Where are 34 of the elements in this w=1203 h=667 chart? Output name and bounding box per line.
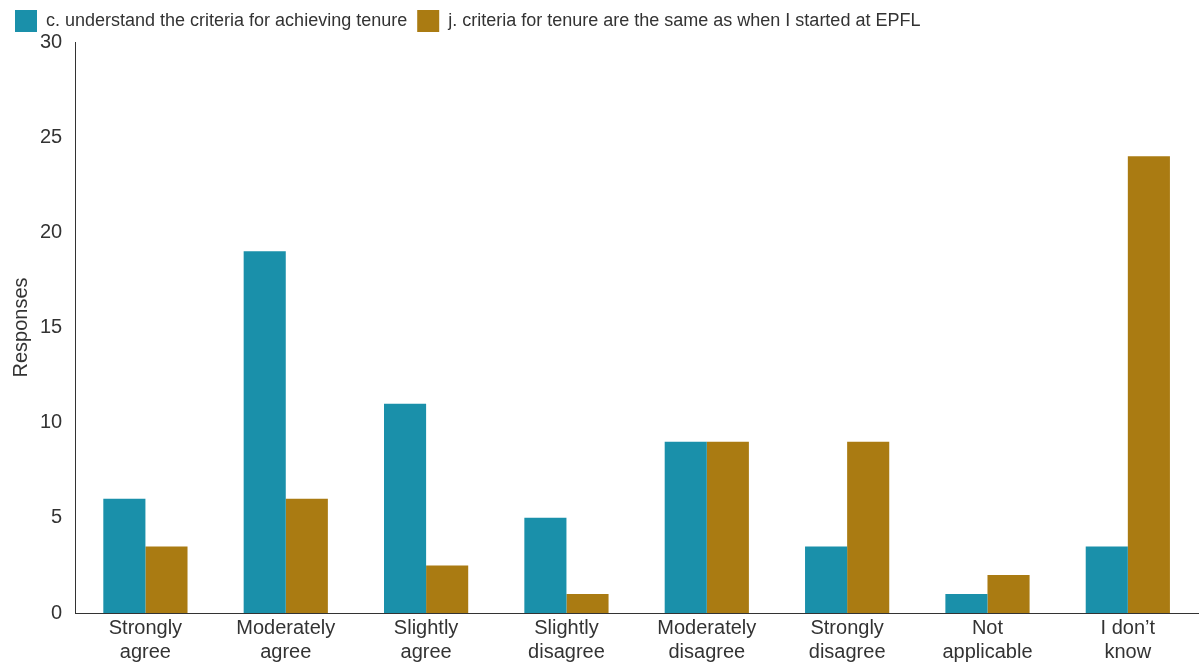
x-tick-label: Slightly agree [393, 615, 459, 662]
bar [1127, 156, 1170, 613]
bar [706, 441, 749, 613]
legend-label: c. understand the criteria for achieving tenure [46, 9, 408, 30]
bar [103, 498, 146, 613]
y-tick-label: 0 [51, 600, 63, 623]
x-tick-label: Not applicable [942, 615, 1033, 662]
x-tick-label: Strongly disagree [808, 615, 886, 662]
bar [1085, 546, 1128, 613]
bar [243, 251, 286, 613]
x-tick-label: Moderately disagree [657, 615, 757, 662]
y-tick-label: 10 [40, 410, 63, 433]
x-tick-label: Strongly agree [108, 615, 183, 662]
bar [426, 565, 469, 613]
y-tick-label: 15 [40, 315, 63, 338]
bar [524, 517, 567, 613]
bar [805, 546, 848, 613]
bar [145, 546, 188, 613]
bar [285, 498, 328, 613]
bar [664, 441, 707, 613]
bar [987, 574, 1030, 613]
bar [847, 441, 890, 613]
y-tick-label: 20 [40, 219, 63, 242]
x-tick-label: Slightly disagree [528, 615, 605, 662]
y-tick-label: 30 [40, 29, 63, 52]
bar [566, 593, 609, 613]
bar [384, 403, 427, 613]
y-tick-label: 25 [40, 124, 63, 147]
legend-label: j. criteria for tenure are the same as when I started at EPFL [447, 9, 921, 30]
x-tick-label: I don’t know [1100, 615, 1156, 662]
x-tick-label: Moderately agree [236, 615, 336, 662]
y-axis-title: Responses [8, 277, 31, 378]
bar [945, 593, 988, 613]
y-tick-label: 5 [51, 505, 63, 528]
